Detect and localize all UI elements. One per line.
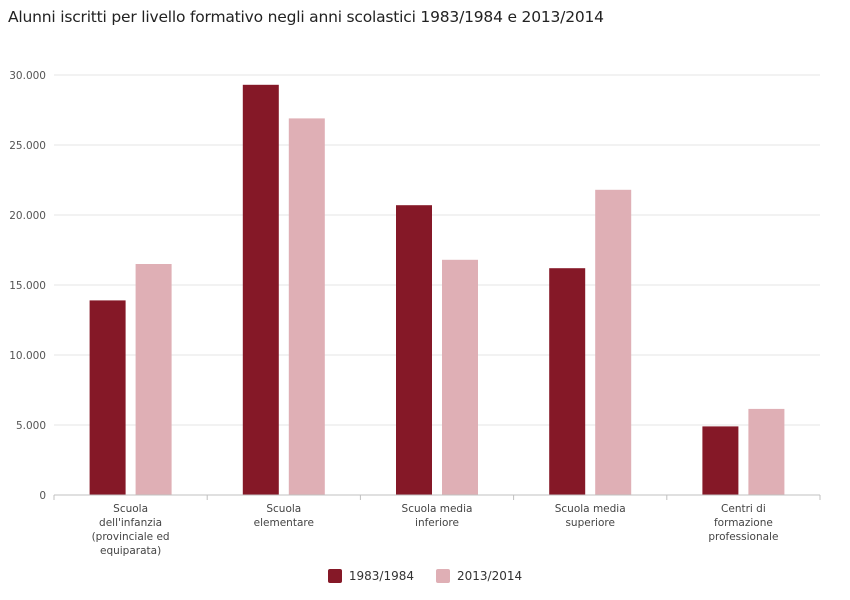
- y-tick-label: 30.000: [9, 70, 46, 82]
- y-tick-label: 25.000: [9, 140, 46, 152]
- bar-series-2[interactable]: [135, 264, 172, 495]
- legend-item-series-2[interactable]: 2013/2014: [436, 569, 522, 583]
- legend-item-series-1[interactable]: 1983/1984: [327, 569, 414, 583]
- y-tick-label: 15.000: [9, 280, 46, 292]
- y-tick-label: 20.000: [9, 210, 46, 222]
- legend-swatch-series-1: [327, 569, 342, 583]
- x-category-label: Centri di formazione professionale: [708, 503, 778, 543]
- bars: [89, 84, 785, 496]
- x-category-label: Scuola media inferiore: [402, 503, 473, 529]
- y-tick-label: 10.000: [9, 350, 46, 362]
- gridlines: [54, 74, 820, 426]
- legend-label-series-2: 2013/2014: [457, 569, 523, 583]
- bar-series-2[interactable]: [288, 118, 325, 496]
- y-tick-label: 0: [39, 490, 46, 502]
- bar-series-2[interactable]: [595, 189, 632, 496]
- x-category-label: Scuola media superiore: [555, 503, 626, 529]
- bar-series-2[interactable]: [748, 408, 785, 495]
- bar-series-1[interactable]: [549, 268, 586, 495]
- legend: 1983/1984 2013/2014: [0, 569, 850, 583]
- bar-series-1[interactable]: [89, 300, 126, 495]
- x-axis-categories: Scuola dell'infanzia (provinciale ed equipa…: [92, 503, 779, 557]
- x-category-label: Scuola dell'infanzia (provinciale ed equipa…: [92, 503, 170, 557]
- x-axis: [53, 494, 821, 500]
- y-tick-label: 5.000: [16, 420, 46, 432]
- chart-title: Alunni iscritti per livello formativo ne…: [8, 8, 604, 26]
- bar-series-1[interactable]: [396, 205, 432, 495]
- bar-series-2[interactable]: [442, 259, 478, 495]
- bar-series-1[interactable]: [702, 426, 739, 495]
- bar-series-1[interactable]: [242, 84, 279, 496]
- legend-swatch-series-2: [436, 569, 450, 583]
- y-axis-ticks: 0 5.000 10.000 15.000 20.000 25.000 30.000: [9, 70, 46, 502]
- legend-label-series-1: 1983/1984: [348, 569, 414, 583]
- x-category-label: Scuola elementare: [254, 503, 314, 529]
